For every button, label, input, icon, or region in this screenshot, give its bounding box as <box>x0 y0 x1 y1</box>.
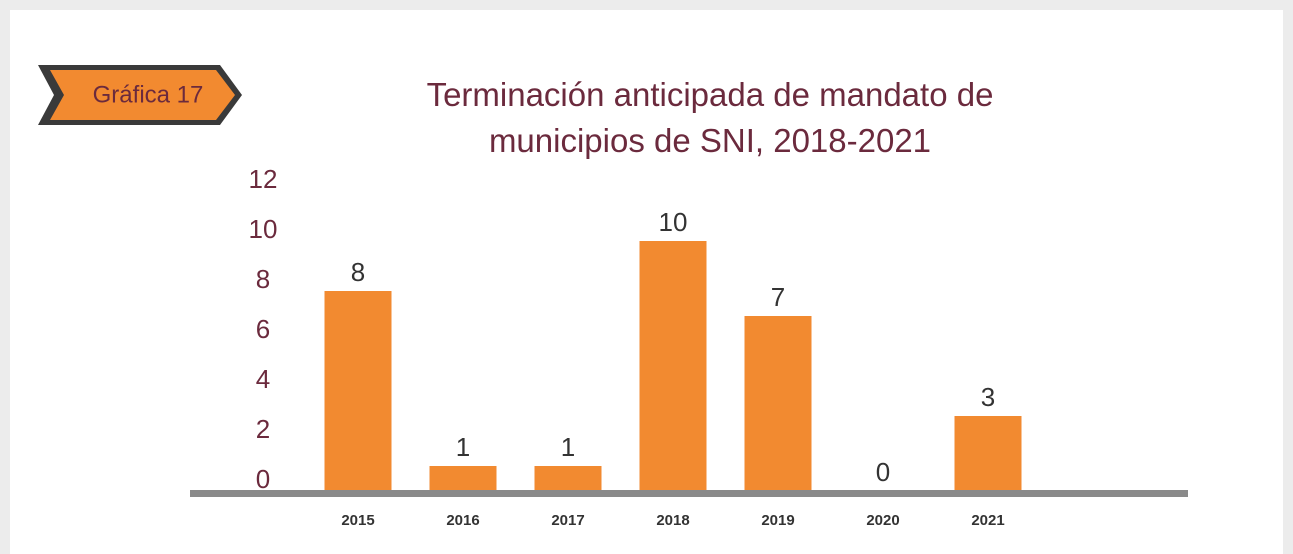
y-tick-label: 2 <box>256 414 270 444</box>
y-tick-label: 4 <box>256 364 270 394</box>
badge-fill <box>50 70 235 120</box>
data-label: 7 <box>771 282 785 312</box>
bar <box>324 291 392 491</box>
x-tick-label: 2015 <box>341 512 374 529</box>
y-tick-label: 10 <box>249 214 278 244</box>
x-tick-label: 2017 <box>551 512 584 529</box>
x-tick-label: 2018 <box>656 512 689 529</box>
y-tick-label: 0 <box>256 464 270 494</box>
y-tick-label: 8 <box>256 264 270 294</box>
data-label: 8 <box>351 257 365 287</box>
bar <box>639 241 707 491</box>
y-tick-label: 12 <box>249 164 278 194</box>
x-tick-label: 2016 <box>446 512 479 529</box>
data-label: 3 <box>981 382 995 412</box>
bar <box>429 466 497 491</box>
data-label: 1 <box>561 432 575 462</box>
bar <box>744 316 812 491</box>
data-label: 1 <box>456 432 470 462</box>
chart-title: Terminación anticipada de mandato de mun… <box>426 76 994 159</box>
x-tick-label: 2021 <box>971 512 1004 529</box>
data-label: 0 <box>876 457 890 487</box>
x-tick-label: 2020 <box>866 512 899 529</box>
data-label: 10 <box>659 207 688 237</box>
x-tick-label: 2019 <box>761 512 794 529</box>
bar <box>534 466 602 491</box>
x-axis <box>190 490 1188 497</box>
bar <box>954 416 1022 491</box>
badge-label: Gráfica 17 <box>93 81 204 108</box>
chart: Gráfica 17 0 2 4 6 8 10 12 8 2015 1 2016 1 2017 10 201… <box>38 65 1188 529</box>
y-tick-label: 6 <box>256 314 270 344</box>
